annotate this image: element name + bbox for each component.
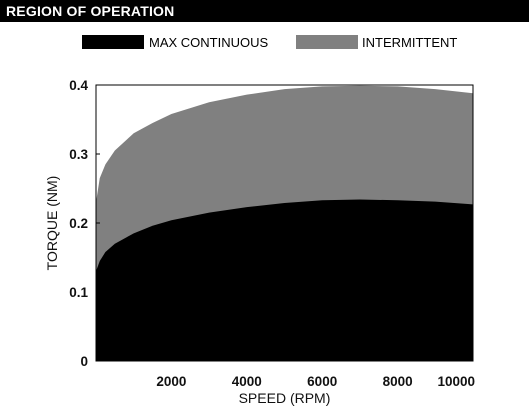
x-axis-title: SPEED (RPM) xyxy=(239,390,331,406)
area-max-continuous xyxy=(96,199,473,361)
x-tick-label: 4000 xyxy=(232,374,262,389)
legend-swatch-intermittent xyxy=(296,35,358,49)
y-tick-label: 0 xyxy=(80,354,88,369)
y-axis-title: TORQUE (NM) xyxy=(44,176,60,271)
chart-title: REGION OF OPERATION xyxy=(6,3,175,19)
tick-layer: 0 0.1 0.2 0.3 0.4 2000 4000 6000 8000 10000 xyxy=(69,78,475,389)
legend-swatch-max-continuous xyxy=(82,35,144,49)
y-tick-label: 0.4 xyxy=(69,78,88,93)
legend-label-intermittent: INTERMITTENT xyxy=(362,35,457,50)
x-tick-label: 2000 xyxy=(156,374,186,389)
x-tick-label: 6000 xyxy=(307,374,337,389)
y-tick-label: 0.3 xyxy=(69,147,88,162)
y-tick-label: 0.2 xyxy=(69,216,88,231)
legend-label-max-continuous: MAX CONTINUOUS xyxy=(149,35,269,50)
y-tick-label: 0.1 xyxy=(69,285,88,300)
header-bar: REGION OF OPERATION xyxy=(0,0,529,22)
series-layer xyxy=(96,85,473,361)
x-tick-label: 10000 xyxy=(437,374,475,389)
x-tick-label: 8000 xyxy=(383,374,413,389)
legend: MAX CONTINUOUS INTERMITTENT xyxy=(82,35,457,50)
